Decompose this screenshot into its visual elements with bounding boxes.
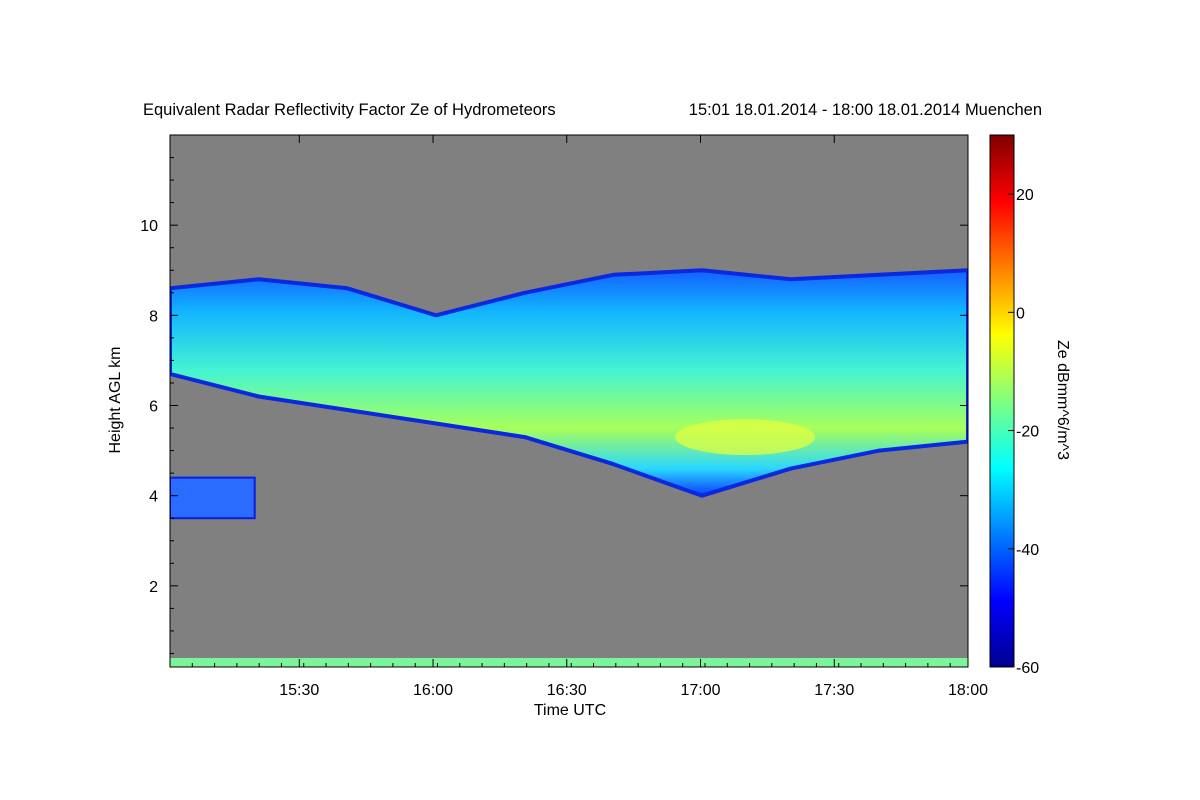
x-tick-label: 15:30 bbox=[279, 682, 319, 699]
colorbar-ticks: 20 0 -20 -40 -60 bbox=[1008, 187, 1039, 677]
colorbar bbox=[989, 134, 1015, 668]
axes: 15:30 16:00 16:30 17:00 17:30 18:00 2 4 6 8 10 bbox=[140, 135, 988, 699]
colorbar-tick-label: 20 bbox=[1016, 187, 1034, 204]
chart-subtitle: 15:01 18.01.2014 - 18:00 18.01.2014 Muen… bbox=[689, 101, 1042, 119]
y-tick-label: 2 bbox=[149, 579, 158, 596]
reflectivity-data bbox=[170, 268, 968, 667]
low-cloud-patch bbox=[170, 476, 256, 520]
x-tick-label: 17:30 bbox=[814, 682, 854, 699]
colorbar-tick-label: -20 bbox=[1016, 424, 1039, 441]
reflectivity-maximum bbox=[675, 419, 816, 456]
y-axis-label: Height AGL km bbox=[107, 346, 124, 453]
x-tick-label: 16:00 bbox=[413, 682, 453, 699]
x-axis-label: Time UTC bbox=[534, 702, 606, 719]
x-tick-label: 18:00 bbox=[948, 682, 988, 699]
colorbar-tick-label: 0 bbox=[1016, 305, 1025, 322]
y-tick-label: 4 bbox=[149, 489, 158, 506]
x-tick-label: 17:00 bbox=[680, 682, 720, 699]
y-tick-label: 10 bbox=[140, 218, 158, 235]
x-tick-label: 16:30 bbox=[547, 682, 587, 699]
chart-title: Equivalent Radar Reflectivity Factor Ze … bbox=[143, 101, 556, 119]
y-tick-label: 8 bbox=[149, 308, 158, 325]
colorbar-tick-label: -60 bbox=[1016, 660, 1039, 677]
plot-frame bbox=[169, 134, 969, 668]
colorbar-tick-label: -40 bbox=[1016, 542, 1039, 559]
colorbar-label: Ze dBmm^6/m^3 bbox=[1054, 340, 1071, 460]
y-tick-label: 6 bbox=[149, 399, 158, 416]
surface-clutter bbox=[170, 657, 968, 667]
